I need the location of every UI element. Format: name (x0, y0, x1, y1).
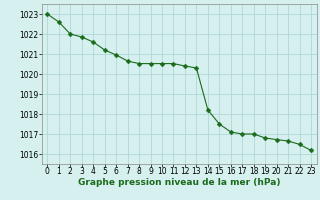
X-axis label: Graphe pression niveau de la mer (hPa): Graphe pression niveau de la mer (hPa) (78, 178, 280, 187)
